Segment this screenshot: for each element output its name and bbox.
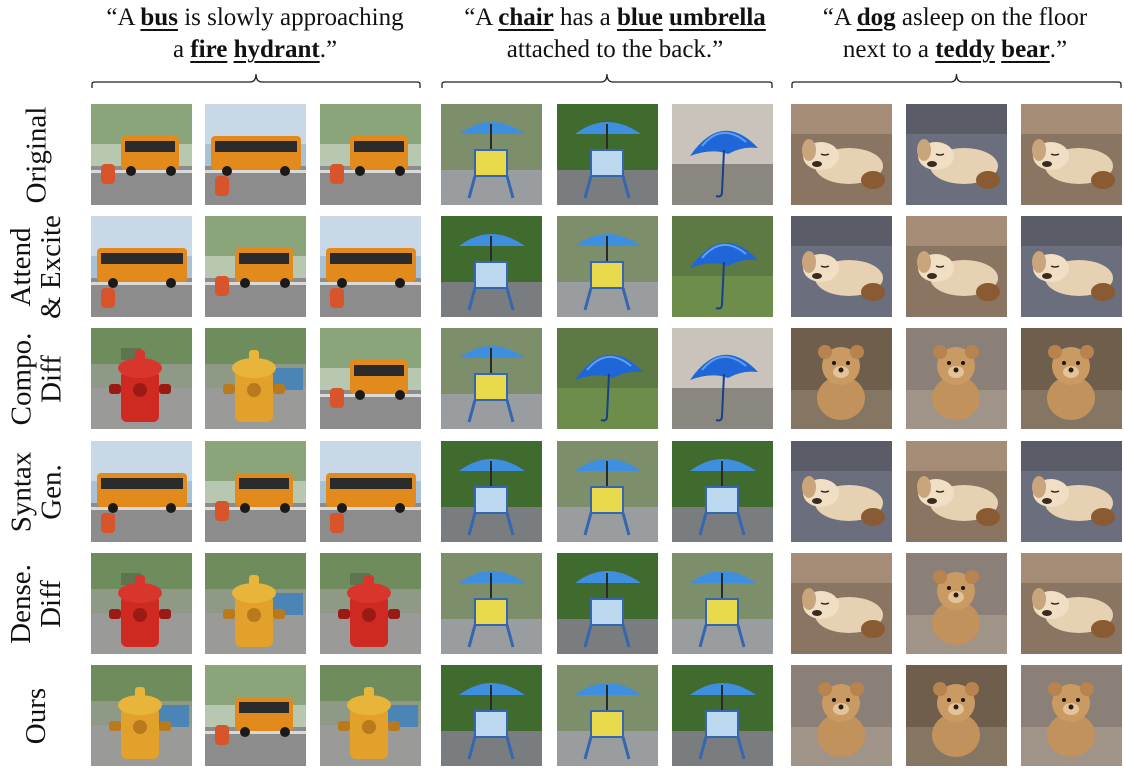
row-label-line: Original	[20, 106, 52, 203]
chair-image-tile	[672, 441, 773, 542]
bus-image-tile	[205, 216, 306, 317]
chair-image-tile	[441, 553, 542, 654]
bus-image-tile	[91, 441, 192, 542]
prompt-text: asleep on the floor	[895, 4, 1088, 31]
prompt-text: attached to the back.”	[506, 36, 724, 63]
teddy-image-tile	[1021, 665, 1122, 766]
umbrella-image-tile	[672, 104, 773, 205]
hydrant-image-tile	[91, 553, 192, 654]
bus-image-tile	[205, 665, 306, 766]
grouping-brace	[791, 73, 1122, 88]
prompt-text: .”	[1049, 36, 1068, 63]
row-label-line: Compo.	[5, 332, 37, 425]
dog-image-tile	[906, 216, 1007, 317]
hydrant-image-tile	[91, 665, 192, 766]
teddy-image-tile	[1021, 328, 1122, 429]
bus-image-tile	[91, 216, 192, 317]
teddy-image-tile	[791, 665, 892, 766]
chair-image-tile	[672, 553, 773, 654]
bus-image-tile	[205, 441, 306, 542]
prompt-text: a	[172, 36, 191, 63]
dog-image-tile	[906, 441, 1007, 542]
prompt-text: is slowly approaching	[177, 4, 404, 31]
prompt-keyword: teddy	[935, 36, 995, 63]
prompt-keyword: bus	[140, 4, 178, 31]
grouping-brace	[91, 73, 421, 88]
dog-image-tile	[791, 104, 892, 205]
bus-image-tile	[320, 441, 421, 542]
prompt-text: “A	[106, 4, 141, 31]
bus-image-tile	[205, 104, 306, 205]
dog-image-tile	[791, 553, 892, 654]
row-label-line: Diff	[35, 579, 68, 628]
row-label-line: Ours	[19, 687, 52, 744]
prompt-keyword: dog	[856, 4, 896, 31]
chair-image-tile	[557, 216, 658, 317]
bus-image-tile	[320, 104, 421, 205]
hydrant-image-tile	[320, 553, 421, 654]
dog-image-tile	[1021, 216, 1122, 317]
prompt-text: “A	[822, 4, 857, 31]
prompt-keyword: hydrant	[233, 36, 320, 63]
row-label-line: Diff	[35, 354, 67, 403]
grouping-brace	[441, 73, 773, 88]
chair-image-tile	[441, 216, 542, 317]
hydrant-image-tile	[320, 665, 421, 766]
bus-image-tile	[320, 328, 421, 429]
dog-image-tile	[906, 104, 1007, 205]
prompt-caption: “A chair has a blue umbrella attached to …	[430, 2, 800, 66]
chair-image-tile	[557, 104, 658, 205]
chair-image-tile	[557, 665, 658, 766]
umbrella-image-tile	[557, 328, 658, 429]
chair-image-tile	[441, 441, 542, 542]
row-label: Ours	[2, 665, 70, 766]
teddy-image-tile	[791, 328, 892, 429]
bus-image-tile	[91, 104, 192, 205]
chair-image-tile	[441, 665, 542, 766]
dog-image-tile	[1021, 104, 1122, 205]
row-label-line: Attend	[5, 227, 38, 306]
chair-image-tile	[441, 328, 542, 429]
hydrant-image-tile	[91, 328, 192, 429]
hydrant-image-tile	[205, 553, 306, 654]
prompt-caption: “A bus is slowly approaching a fire hydra…	[70, 2, 440, 66]
prompt-text: next to a	[842, 36, 936, 63]
prompt-keyword: fire	[190, 36, 228, 63]
chair-image-tile	[557, 441, 658, 542]
row-label-line: Gen.	[35, 463, 67, 520]
row-label: Dense. Diff	[2, 553, 70, 654]
prompt-keyword: blue	[616, 4, 663, 31]
row-label: Attend & Excite	[2, 214, 70, 319]
dog-image-tile	[791, 441, 892, 542]
chair-image-tile	[672, 665, 773, 766]
bus-image-tile	[320, 216, 421, 317]
prompt-caption: “A dog asleep on the floor next to a tedd…	[790, 2, 1120, 66]
prompt-text: has a	[553, 4, 617, 31]
dog-image-tile	[791, 216, 892, 317]
prompt-keyword: chair	[498, 4, 554, 31]
prompt-text: .”	[319, 36, 338, 63]
row-label: Original	[2, 104, 70, 205]
row-label-line: Syntax	[5, 451, 37, 532]
umbrella-image-tile	[672, 328, 773, 429]
chair-image-tile	[557, 553, 658, 654]
prompt-keyword: bear	[1001, 36, 1050, 63]
umbrella-image-tile	[672, 216, 773, 317]
row-label-line: & Excite	[35, 214, 68, 319]
row-label-line: Dense.	[5, 563, 38, 644]
teddy-image-tile	[906, 553, 1007, 654]
dog-image-tile	[1021, 553, 1122, 654]
teddy-image-tile	[906, 328, 1007, 429]
chair-image-tile	[441, 104, 542, 205]
row-label: Syntax Gen.	[2, 441, 70, 542]
prompt-keyword: umbrella	[669, 4, 766, 31]
teddy-image-tile	[906, 665, 1007, 766]
dog-image-tile	[1021, 441, 1122, 542]
hydrant-image-tile	[205, 328, 306, 429]
row-label: Compo. Diff	[2, 328, 70, 429]
prompt-text: “A	[464, 4, 499, 31]
